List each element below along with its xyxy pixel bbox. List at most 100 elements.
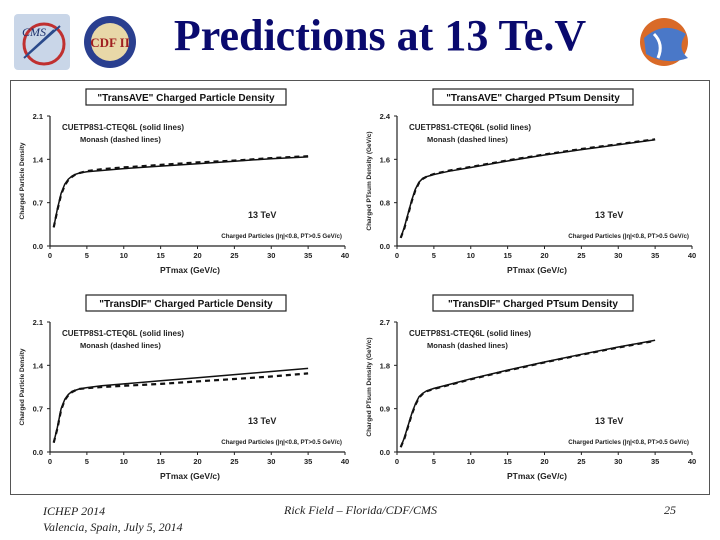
y-tick-label: 0.8 xyxy=(380,199,390,208)
cuts-label: Charged Particles (|η|<0.8, PT>0.5 GeV/c… xyxy=(568,233,689,240)
cdf-logo: CDF II xyxy=(84,16,136,68)
chart-title-box xyxy=(432,294,634,312)
x-tick-label: 10 xyxy=(120,457,128,466)
y-tick-label: 0.0 xyxy=(33,242,43,251)
x-tick-label: 15 xyxy=(156,457,164,466)
y-tick-label: 1.6 xyxy=(380,155,390,164)
x-tick-label: 5 xyxy=(85,457,89,466)
y-tick-label: 2.1 xyxy=(33,318,43,327)
y-tick-label: 1.4 xyxy=(33,361,44,370)
x-tick-label: 5 xyxy=(432,251,436,260)
x-tick-label: 20 xyxy=(193,457,201,466)
cms-logo-tracks xyxy=(23,25,61,59)
energy-label: 13 TeV xyxy=(595,416,623,426)
x-tick-label: 0 xyxy=(48,457,52,466)
legend-solid: CUETP8S1-CTEQ6L (solid lines) xyxy=(62,123,184,132)
chart-panel-transave-density: "TransAVE" Charged Particle Density 0.0 0.… xyxy=(12,84,355,285)
x-tick-label: 25 xyxy=(577,457,585,466)
y-tick-label: 0.9 xyxy=(380,405,390,414)
x-tick-label: 20 xyxy=(540,251,548,260)
series-line-cuetp8s1 xyxy=(400,339,656,448)
x-axis-label: PTmax (GeV/c) xyxy=(160,471,220,481)
y-axis-label: Charged Particle Density xyxy=(19,142,26,219)
x-tick-label: 30 xyxy=(267,251,275,260)
footer-location: Valencia, Spain, July 5, 2014 xyxy=(43,520,183,534)
y-tick-label: 2.7 xyxy=(380,318,390,327)
footer-conference-name: ICHEP 2014 xyxy=(43,504,106,518)
chart-title: "TransAVE" Charged Particle Density xyxy=(97,93,275,104)
chart-title-box xyxy=(85,88,287,106)
chart-transave-density: "TransAVE" Charged Particle Density 0.0 0.… xyxy=(19,88,349,275)
x-axis-label: PTmax (GeV/c) xyxy=(507,265,567,275)
y-tick-label: 0.0 xyxy=(33,448,43,457)
y-tick-label: 0.7 xyxy=(33,199,43,208)
chart-title-box xyxy=(432,88,634,106)
x-tick-label: 15 xyxy=(156,251,164,260)
x-tick-label: 0 xyxy=(395,251,399,260)
footer-author: Rick Field – Florida/CDF/CMS xyxy=(284,503,437,517)
chart-panel-transdif-density: "TransDIF" Charged Particle Density 0.0 0.… xyxy=(12,290,355,491)
x-tick-label: 10 xyxy=(120,251,128,260)
energy-label: 13 TeV xyxy=(595,210,623,220)
x-tick-label: 15 xyxy=(503,457,511,466)
series-line-monash xyxy=(52,372,309,443)
legend-dashed: Monash (dashed lines) xyxy=(427,341,508,350)
chart-panel-transdif-ptsum: "TransDIF" Charged PTsum Density 0.0 0.9 1.… xyxy=(359,290,702,491)
chart-title: "TransDIF" Charged PTsum Density xyxy=(448,299,618,310)
x-tick-label: 15 xyxy=(503,251,511,260)
x-tick-label: 10 xyxy=(467,251,475,260)
legend-solid: CUETP8S1-CTEQ6L (solid lines) xyxy=(62,329,184,338)
florida-logo-mark xyxy=(652,32,662,59)
cms-logo: CMS xyxy=(14,14,70,70)
chart-transdif-ptsum: "TransDIF" Charged PTsum Density 0.0 0.9 1.… xyxy=(366,294,696,481)
cuts-label: Charged Particles (|η|<0.8, PT>0.5 GeV/c… xyxy=(221,439,342,446)
x-tick-label: 30 xyxy=(614,457,622,466)
legend-dashed: Monash (dashed lines) xyxy=(80,341,161,350)
y-axis-label: Charged PTsum Density (GeV/c) xyxy=(366,337,373,436)
footer-page-number: 25 xyxy=(664,503,676,517)
x-tick-label: 20 xyxy=(540,457,548,466)
energy-label: 13 TeV xyxy=(248,210,276,220)
legend-solid: CUETP8S1-CTEQ6L (solid lines) xyxy=(409,329,531,338)
energy-label: 13 TeV xyxy=(248,416,276,426)
florida-logo xyxy=(640,18,688,66)
legend-dashed: Monash (dashed lines) xyxy=(80,135,161,144)
x-tick-label: 40 xyxy=(341,251,349,260)
y-tick-label: 0.0 xyxy=(380,448,390,457)
chart-panel-transave-ptsum: "TransAVE" Charged PTsum Density 0.0 0.8 1.… xyxy=(359,84,702,285)
x-tick-label: 25 xyxy=(230,251,238,260)
y-axis-label: Charged PTsum Density (GeV/c) xyxy=(366,131,373,230)
y-tick-label: 2.4 xyxy=(380,112,391,121)
legend-solid: CUETP8S1-CTEQ6L (solid lines) xyxy=(409,123,531,132)
x-tick-label: 10 xyxy=(467,457,475,466)
x-tick-label: 40 xyxy=(688,251,696,260)
x-tick-label: 0 xyxy=(395,457,399,466)
chart-title-box xyxy=(85,294,287,312)
chart-transdif-density: "TransDIF" Charged Particle Density 0.0 0.… xyxy=(19,294,349,481)
x-tick-label: 35 xyxy=(651,251,659,260)
x-tick-label: 5 xyxy=(85,251,89,260)
cdf-logo-inner xyxy=(91,23,129,61)
series-line-cuetp8s1 xyxy=(399,139,656,239)
series-line-cuetp8s1 xyxy=(52,367,309,443)
x-tick-label: 0 xyxy=(48,251,52,260)
x-tick-label: 30 xyxy=(267,457,275,466)
series-line-monash xyxy=(399,138,656,239)
x-tick-label: 30 xyxy=(614,251,622,260)
y-tick-label: 1.4 xyxy=(33,155,44,164)
x-axis-label: PTmax (GeV/c) xyxy=(160,265,220,275)
y-tick-label: 0.7 xyxy=(33,405,43,414)
y-tick-label: 0.0 xyxy=(380,242,390,251)
x-tick-label: 35 xyxy=(304,457,312,466)
legend-dashed: Monash (dashed lines) xyxy=(427,135,508,144)
footer-conference: ICHEP 2014 Valencia, Spain, July 5, 2014 xyxy=(43,503,183,535)
y-axis-label: Charged Particle Density xyxy=(19,348,26,425)
cms-logo-ring xyxy=(22,22,66,66)
x-axis-label: PTmax (GeV/c) xyxy=(507,471,567,481)
x-tick-label: 35 xyxy=(304,251,312,260)
cuts-label: Charged Particles (|η|<0.8, PT>0.5 GeV/c… xyxy=(568,439,689,446)
cms-logo-text: CMS xyxy=(22,25,46,39)
x-tick-label: 40 xyxy=(688,457,696,466)
slide-header: CMS CDF II Predictions at 13 Te.V xyxy=(0,0,720,80)
x-tick-label: 5 xyxy=(432,457,436,466)
